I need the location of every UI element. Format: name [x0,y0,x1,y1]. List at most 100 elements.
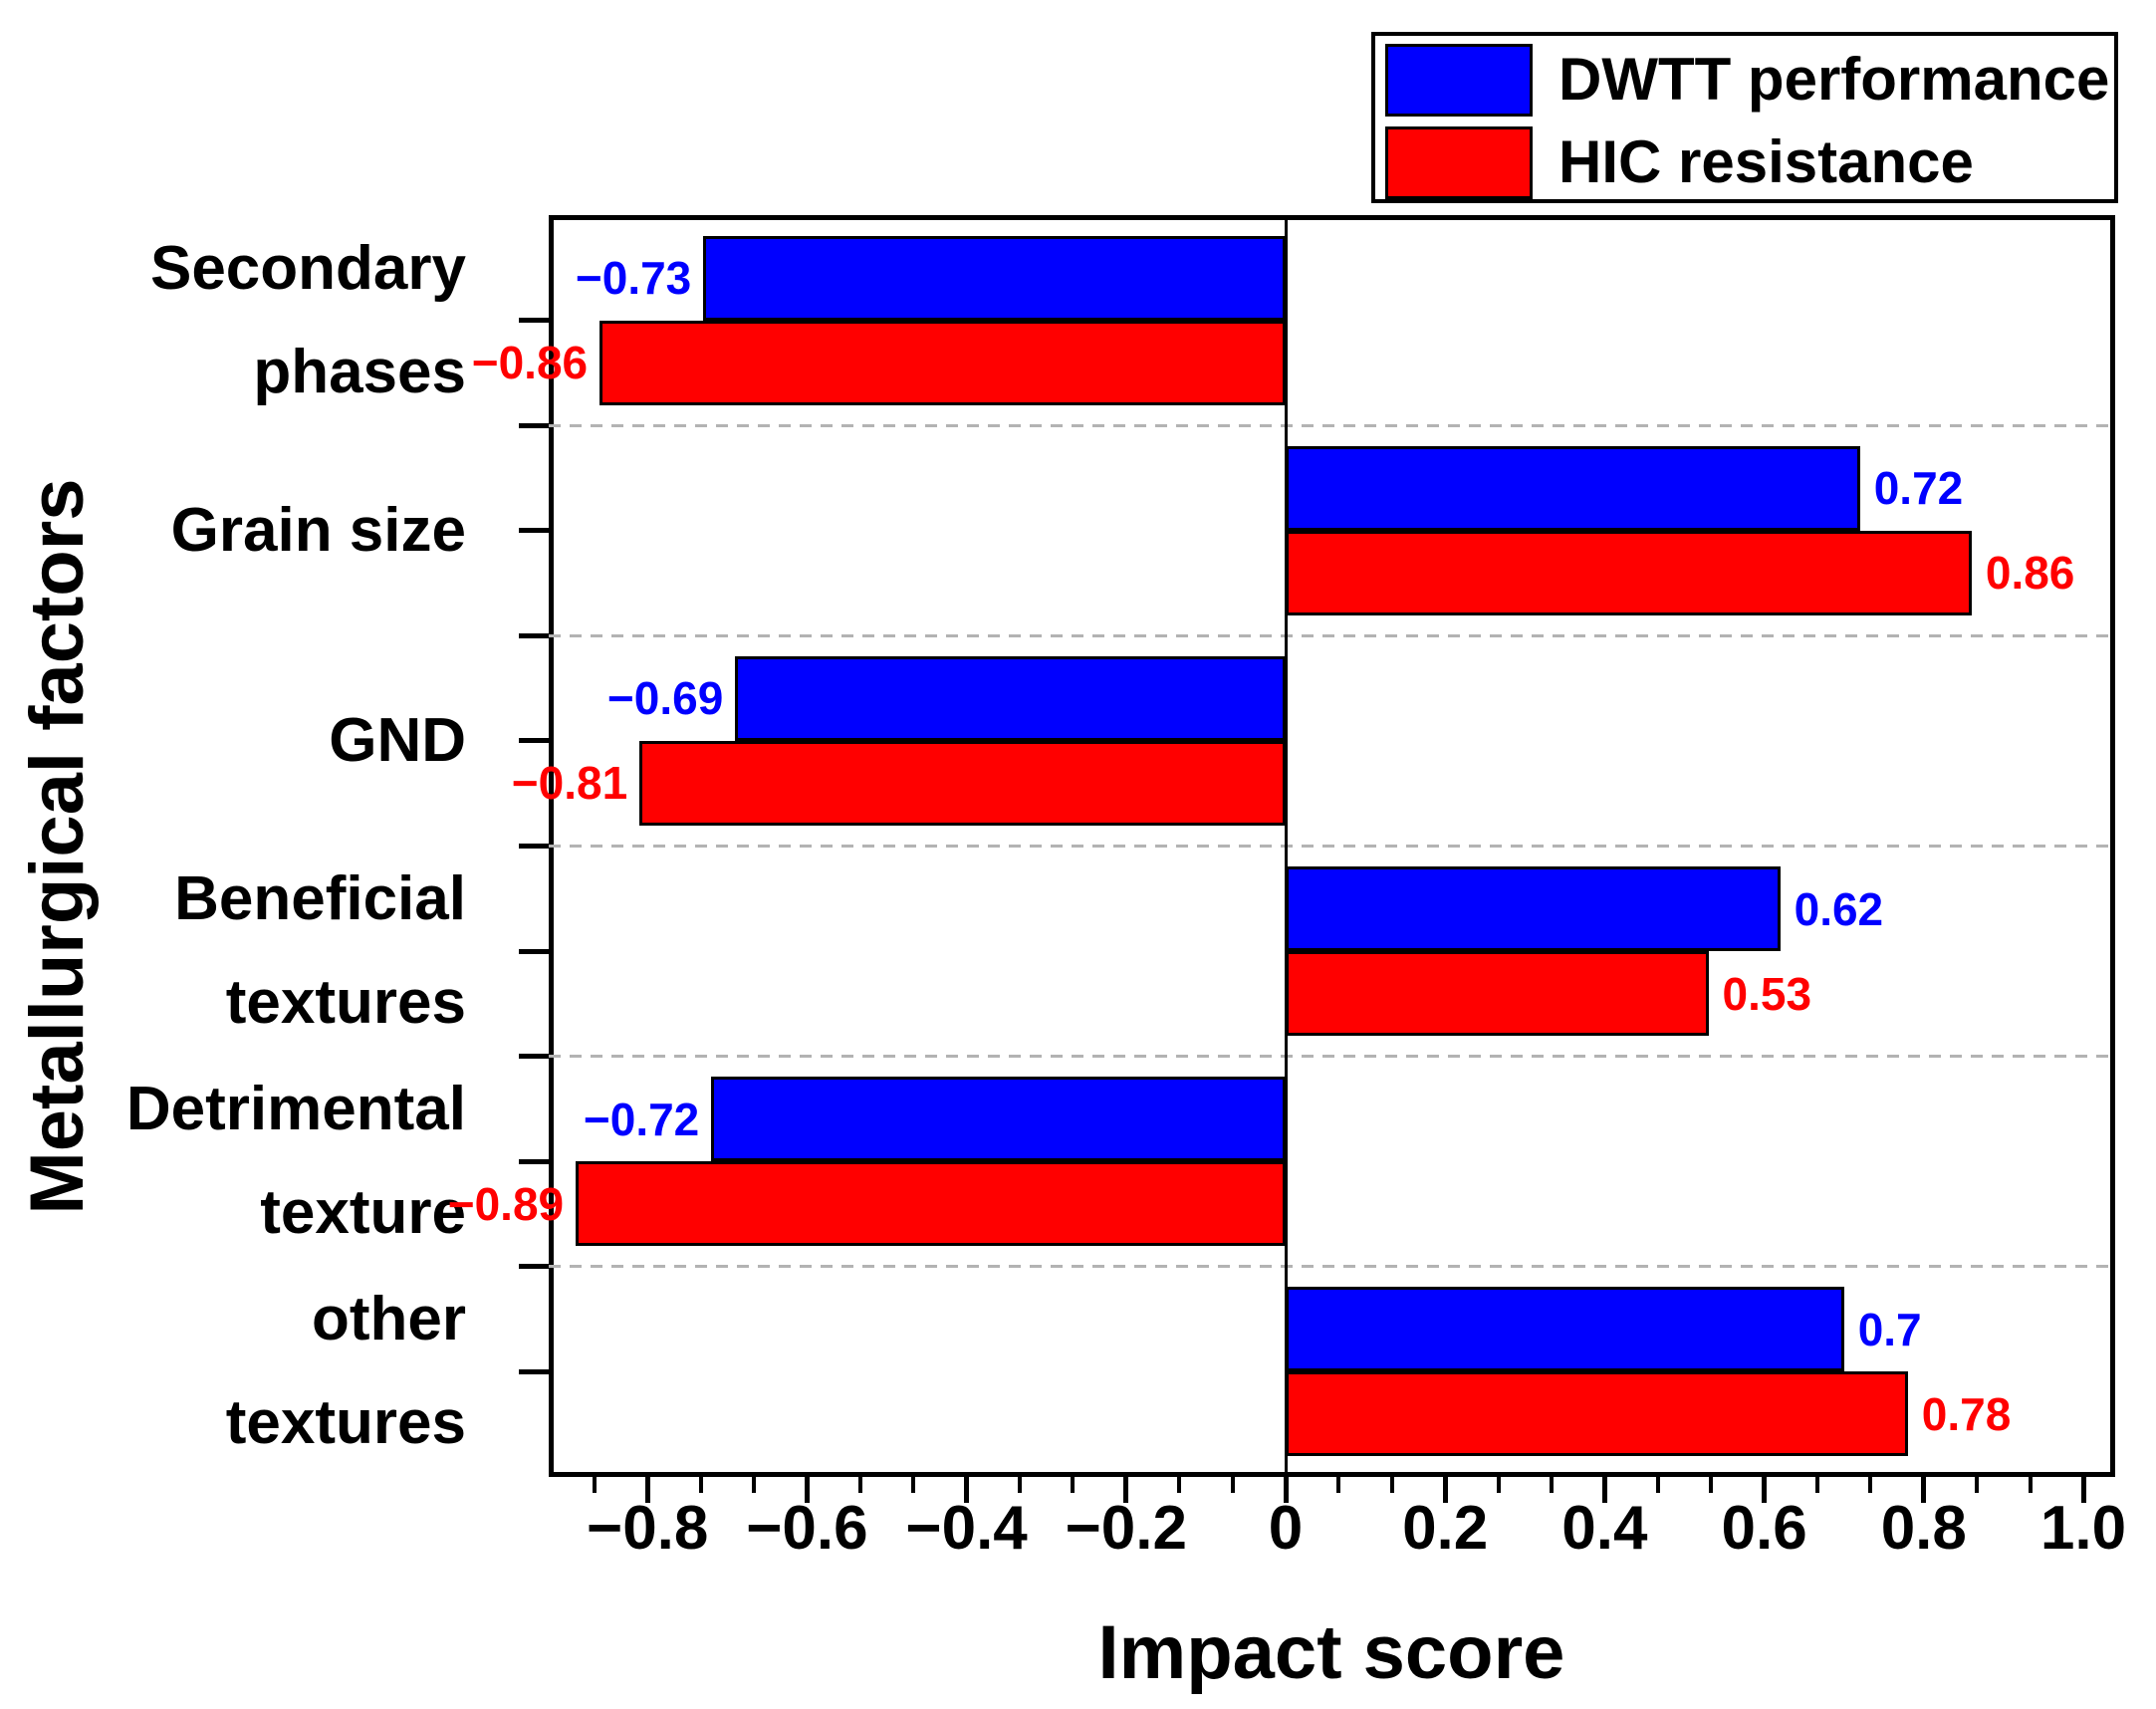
x-minor-tick [1868,1477,1873,1493]
bar-value-label: 0.53 [1722,967,1812,1020]
x-minor-tick [1550,1477,1554,1493]
bar-hic [599,320,1286,405]
zero-line [1284,215,1288,1477]
x-major-tick [1921,1477,1927,1503]
bar-hic [639,740,1286,826]
x-minor-tick [1018,1477,1022,1493]
bar-hic [1286,1371,1908,1457]
y-tick [519,738,549,744]
bar-dwtt [735,655,1286,741]
x-minor-tick [1975,1477,1980,1493]
legend-entry: HIC resistance [1385,125,2114,199]
category-label: Detrimental [125,1075,466,1144]
y-tick [519,632,549,638]
bar-value-label: 0.78 [1921,1387,2012,1440]
category-label: Secondary [149,233,466,303]
category-label: phases [253,337,466,406]
x-tick-label: 0 [1268,1494,1304,1563]
x-minor-tick [752,1477,756,1493]
x-minor-tick [1389,1477,1394,1493]
x-major-tick [644,1477,650,1503]
y-tick [519,422,549,428]
bar-value-label: 0.86 [1985,547,2075,600]
y-tick [519,528,549,534]
category-label: GND [329,705,466,775]
bar-value-label: −0.72 [583,1093,700,1145]
y-tick [519,1264,549,1270]
x-minor-tick [1496,1477,1501,1493]
bar-dwtt [703,235,1286,321]
category-label: textures [225,1388,466,1458]
x-tick-label: 1.0 [2039,1494,2127,1563]
legend-swatch [1385,43,1533,117]
category-gridline [549,1055,2115,1059]
bar-value-label: 0.7 [1857,1303,1922,1355]
bar-value-label: 0.62 [1794,882,1884,935]
category-gridline [549,845,2115,848]
category-label: texture [260,1178,466,1248]
bar-value-label: −0.89 [447,1177,565,1230]
bar-value-label: 0.72 [1873,462,1964,515]
x-minor-tick [1230,1477,1235,1493]
y-tick [519,948,549,954]
y-tick [519,1368,549,1374]
y-tick [519,1158,549,1164]
x-major-tick [804,1477,810,1503]
category-gridline [549,1265,2115,1269]
x-minor-tick [857,1477,862,1493]
x-major-tick [2080,1477,2086,1503]
x-tick-label: −0.2 [1065,1494,1187,1563]
category-gridline [549,633,2115,637]
x-major-tick [1762,1477,1768,1503]
category-label: Beneficial [174,864,466,934]
x-minor-tick [592,1477,597,1493]
x-tick-label: −0.6 [746,1494,868,1563]
legend-entry: DWTT performance [1385,43,2114,117]
x-major-tick [1601,1477,1607,1503]
x-tick-label: −0.4 [905,1494,1028,1563]
legend-box: DWTT performance HIC resistance [1371,32,2118,203]
legend-label: DWTT performance [1558,46,2110,113]
x-minor-tick [1655,1477,1660,1493]
x-tick-label: 0.6 [1721,1494,1807,1563]
bar-dwtt [1286,1287,1844,1372]
bar-hic [576,1161,1286,1247]
x-minor-tick [911,1477,916,1493]
bar-hic [1286,951,1709,1037]
x-tick-label: −0.8 [586,1494,709,1563]
x-minor-tick [1815,1477,1819,1493]
bar-dwtt [1286,445,1860,531]
x-major-tick [1442,1477,1448,1503]
bar-value-label: −0.69 [606,672,724,725]
legend-swatch [1385,125,1533,199]
category-label: other [312,1285,466,1354]
x-minor-tick [1071,1477,1076,1493]
y-tick [519,318,549,324]
bar-value-label: −0.86 [471,337,589,389]
bar-value-label: −0.81 [511,757,628,810]
legend-label: HIC resistance [1558,128,1974,195]
x-minor-tick [1709,1477,1714,1493]
x-major-tick [1123,1477,1129,1503]
x-major-tick [1283,1477,1289,1503]
category-gridline [549,423,2115,427]
x-tick-label: 0.4 [1561,1494,1648,1563]
x-tick-label: 0.2 [1402,1494,1489,1563]
x-tick-label: 0.8 [1880,1494,1967,1563]
category-label: Grain size [170,495,466,565]
y-tick [519,1054,549,1060]
x-minor-tick [1336,1477,1341,1493]
x-minor-tick [2028,1477,2033,1493]
x-axis-title: Impact score [1097,1610,1565,1695]
bar-value-label: −0.73 [575,252,692,305]
category-label: textures [225,968,466,1038]
x-major-tick [964,1477,970,1503]
x-minor-tick [1177,1477,1182,1493]
y-tick [519,844,549,849]
bar-dwtt [711,1077,1286,1162]
bar-hic [1286,530,1972,615]
bar-dwtt [1286,866,1781,952]
x-minor-tick [698,1477,703,1493]
